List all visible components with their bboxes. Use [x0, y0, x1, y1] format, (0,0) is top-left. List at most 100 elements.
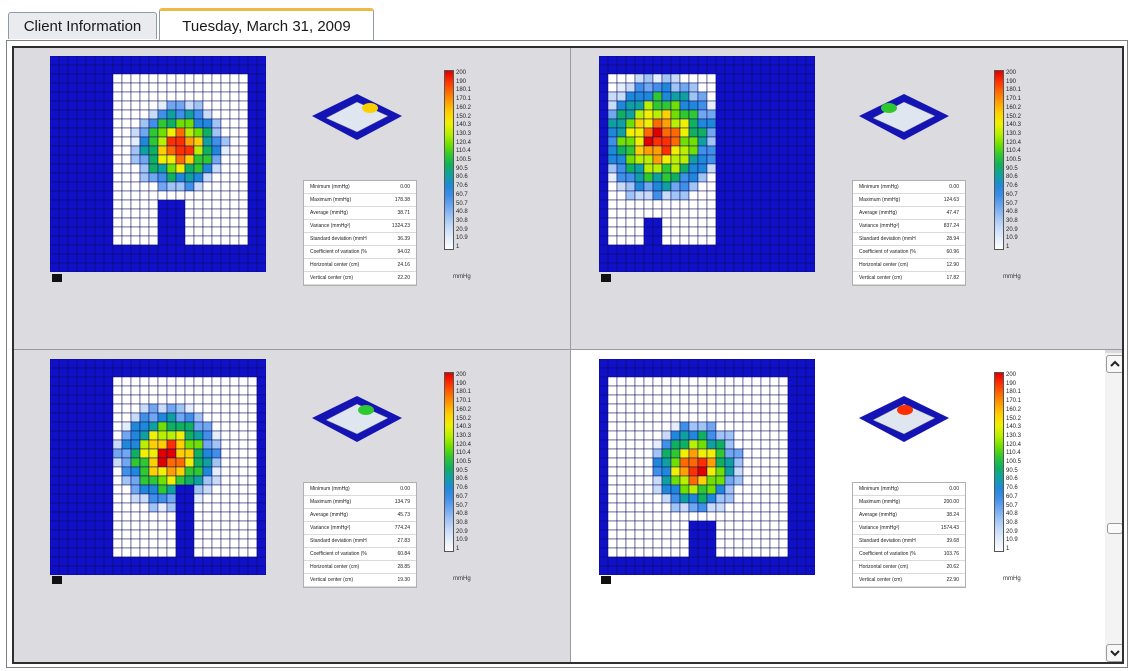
scroll-down-button[interactable]	[1106, 644, 1122, 662]
scale-tick-label: 150.2	[456, 415, 472, 422]
stat-row: Horizontal center (cm) 12.90	[853, 259, 965, 272]
pressure-cells	[599, 359, 815, 575]
scale-tick-label: 50.7	[456, 502, 468, 509]
stat-value: 17.82	[946, 275, 959, 281]
stat-row: Variance (mmHg²) 1574.43	[853, 522, 965, 535]
statistics-table-1: Minimum (mmHg) 0.00 Maximum (mmHg) 178.38 Av…	[303, 180, 417, 286]
scale-tick-label: 150.2	[1006, 113, 1022, 120]
stat-value: 0.00	[400, 486, 410, 492]
stat-label: Average (mmHg)	[859, 512, 897, 518]
3d-pressure-view-3[interactable]	[312, 390, 402, 446]
stat-row: Coefficient of variation (% 60.96	[853, 246, 965, 259]
scale-tick-label: 120.4	[456, 441, 472, 448]
3d-pressure-view-4[interactable]	[859, 390, 949, 446]
stat-value: 47.47	[946, 210, 959, 216]
stat-row: Variance (mmHg²) 837.24	[853, 220, 965, 233]
stat-value: 28.94	[946, 236, 959, 242]
scale-tick-label: 40.8	[456, 209, 468, 216]
stat-value: 22.90	[946, 577, 959, 583]
chevron-down-icon	[1110, 650, 1120, 657]
stat-row: Vertical center (cm) 17.82	[853, 272, 965, 285]
stat-label: Standard deviation (mmH	[310, 538, 367, 544]
stat-value: 837.24	[943, 223, 959, 229]
stat-value: 1574.43	[940, 525, 959, 531]
stat-label: Average (mmHg)	[859, 210, 897, 216]
surface-peak	[362, 103, 378, 113]
scale-tick-label: 70.6	[456, 183, 468, 190]
pressure-panel-4: Minimum (mmHg) 0.00 Maximum (mmHg) 200.00 Av…	[571, 350, 1105, 662]
stat-value: 124.63	[943, 197, 959, 203]
scroll-up-button[interactable]	[1106, 355, 1122, 373]
pressure-map-4[interactable]	[599, 359, 815, 575]
pressure-map-3[interactable]	[50, 359, 266, 575]
stat-value: 0.00	[949, 184, 959, 190]
vertical-scrollbar[interactable]	[1105, 353, 1122, 662]
stat-label: Vertical center (cm)	[859, 577, 903, 583]
scale-tick-label: 60.7	[456, 191, 468, 198]
scale-tick-label: 1	[456, 546, 460, 552]
scale-tick-label: 50.7	[456, 200, 468, 207]
stat-value: 60.84	[397, 551, 410, 557]
scale-tick-label: 10.9	[1006, 235, 1018, 242]
stat-value: 38.24	[946, 512, 959, 518]
stat-label: Variance (mmHg²)	[859, 525, 900, 531]
scale-tick-label: 170.1	[456, 96, 472, 103]
tab-session-date[interactable]: Tuesday, March 31, 2009	[159, 8, 374, 41]
stat-row: Average (mmHg) 38.71	[304, 207, 416, 220]
pressure-map-2[interactable]	[599, 56, 815, 272]
scale-tick-label: 190	[1006, 380, 1017, 387]
pressure-cells	[599, 56, 815, 272]
scale-tick-label: 170.1	[456, 398, 472, 405]
stat-row: Average (mmHg) 38.24	[853, 509, 965, 522]
scale-tick-label: 180.1	[1006, 87, 1022, 94]
statistics-table-3: Minimum (mmHg) 0.00 Maximum (mmHg) 134.79 Av…	[303, 482, 417, 588]
scale-gradient-bar	[444, 70, 454, 250]
scale-tick-label: 10.9	[456, 537, 468, 544]
pressure-map-grid: Minimum (mmHg) 0.00 Maximum (mmHg) 178.38 Av…	[12, 46, 1124, 664]
scale-tick-label: 20.9	[456, 226, 468, 233]
sensor-origin-marker	[52, 576, 62, 584]
scale-tick-label: 30.8	[1006, 217, 1018, 224]
scale-tick-label: 70.6	[1006, 485, 1018, 492]
scale-tick-label: 120.4	[456, 139, 472, 146]
stat-label: Vertical center (cm)	[859, 275, 903, 281]
stat-value: 22.20	[397, 275, 410, 281]
stat-row: Horizontal center (cm) 28.85	[304, 561, 416, 574]
scale-tick-label: 1	[1006, 244, 1010, 250]
scale-tick-label: 30.8	[1006, 519, 1018, 526]
statistics-table-2: Minimum (mmHg) 0.00 Maximum (mmHg) 124.63 Av…	[852, 180, 966, 286]
stat-row: Maximum (mmHg) 134.79	[304, 496, 416, 509]
scale-tick-label: 1	[456, 244, 460, 250]
surface-peak	[897, 405, 913, 415]
pressure-panel-3: Minimum (mmHg) 0.00 Maximum (mmHg) 134.79 Av…	[14, 350, 571, 662]
stat-label: Minimum (mmHg)	[310, 486, 350, 492]
stat-value: 45.73	[397, 512, 410, 518]
color-scale-2: 200 190 180.1 170.1 160.2 150.2 140.3 130.3 120.…	[994, 70, 1046, 250]
stat-value: 27.83	[397, 538, 410, 544]
pressure-panel-1: Minimum (mmHg) 0.00 Maximum (mmHg) 178.38 Av…	[14, 48, 571, 350]
scale-tick-label: 1	[1006, 546, 1010, 552]
stat-label: Standard deviation (mmH	[310, 236, 367, 242]
stat-value: 1324.23	[391, 223, 410, 229]
chevron-up-icon	[1110, 360, 1120, 367]
scale-tick-label: 90.5	[1006, 467, 1018, 474]
scale-tick-label: 150.2	[1006, 415, 1022, 422]
stat-value: 12.90	[946, 262, 959, 268]
scale-tick-label: 200	[456, 372, 467, 378]
scale-tick-label: 50.7	[1006, 502, 1018, 509]
stat-label: Minimum (mmHg)	[310, 184, 350, 190]
scale-tick-label: 60.7	[456, 493, 468, 500]
stat-row: Standard deviation (mmH 27.83	[304, 535, 416, 548]
scale-tick-label: 170.1	[1006, 398, 1022, 405]
3d-pressure-view-2[interactable]	[859, 88, 949, 144]
tab-client-information[interactable]: Client Information	[8, 12, 157, 39]
stat-label: Average (mmHg)	[310, 210, 348, 216]
stat-label: Vertical center (cm)	[310, 275, 354, 281]
stat-row: Minimum (mmHg) 0.00	[853, 181, 965, 194]
3d-pressure-view-1[interactable]	[312, 88, 402, 144]
scale-tick-label: 180.1	[456, 87, 472, 94]
scale-tick-label: 200	[456, 70, 467, 76]
scale-tick-label: 190	[456, 78, 467, 85]
pressure-map-1[interactable]	[50, 56, 266, 272]
scroll-thumb[interactable]	[1107, 523, 1122, 534]
